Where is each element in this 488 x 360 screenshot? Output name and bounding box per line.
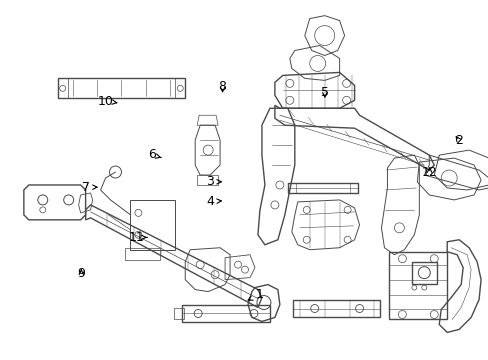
Bar: [292, 300, 380, 318]
Text: 12: 12: [421, 166, 437, 179]
Text: 1: 1: [247, 288, 263, 301]
Bar: [130, 200, 175, 250]
Text: 11: 11: [128, 231, 147, 244]
Bar: [182, 305, 269, 323]
Text: 8: 8: [218, 80, 226, 93]
Bar: [287, 183, 357, 193]
Text: 4: 4: [206, 195, 221, 208]
Bar: [287, 183, 295, 193]
Text: 10: 10: [98, 95, 117, 108]
Text: 6: 6: [148, 148, 161, 161]
Text: 5: 5: [320, 86, 328, 99]
Bar: [125, 248, 160, 260]
Text: 7: 7: [82, 181, 97, 194]
Bar: [58, 78, 67, 98]
Bar: [411, 262, 436, 284]
Bar: [174, 307, 184, 319]
Bar: [175, 78, 185, 98]
Bar: [388, 252, 447, 319]
Bar: [349, 183, 357, 193]
Text: 9: 9: [77, 267, 85, 280]
Text: 2: 2: [454, 134, 462, 147]
Text: 3: 3: [206, 175, 221, 188]
Bar: [58, 78, 185, 98]
